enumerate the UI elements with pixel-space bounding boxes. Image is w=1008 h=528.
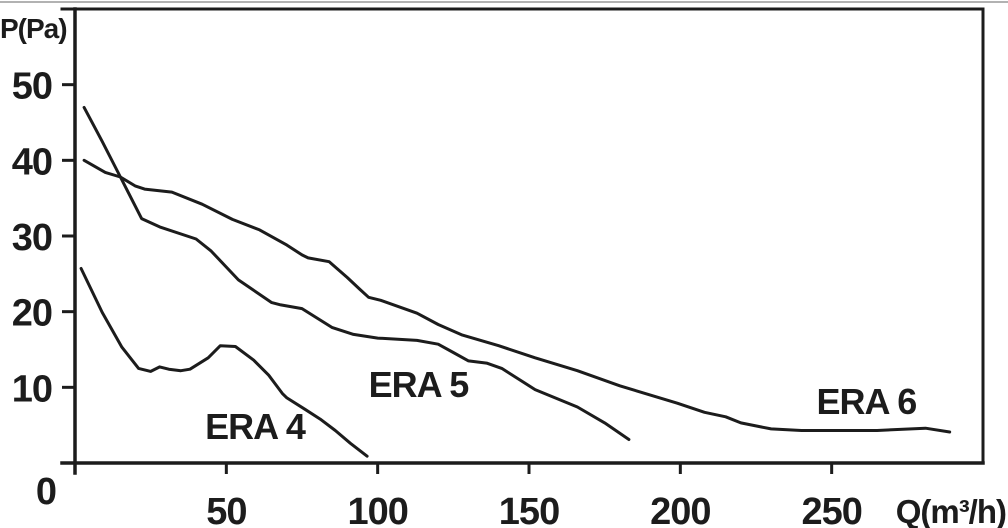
- curve-label-era-5: ERA 5: [369, 364, 470, 405]
- x-tick-label: 100: [347, 491, 407, 528]
- x-tick-label: 150: [499, 491, 559, 528]
- curve-era-4: [79, 267, 369, 458]
- x-tick-label: 250: [801, 491, 861, 528]
- curve-label-era-4: ERA 4: [205, 406, 306, 447]
- x-axis-title: Q(m³/h): [896, 493, 1006, 528]
- y-tick-label: 20: [12, 293, 52, 335]
- curve-era-5: [82, 105, 631, 441]
- y-tick-label: 40: [12, 141, 52, 183]
- y-tick-label: 10: [12, 368, 52, 410]
- x-tick-label: 200: [650, 491, 710, 528]
- x-tick-label: 50: [206, 491, 246, 528]
- y-tick-label: 50: [12, 66, 52, 108]
- curve-era-6: [82, 158, 952, 434]
- origin-label: 0: [36, 471, 56, 513]
- curve-label-era-6: ERA 6: [817, 381, 917, 422]
- y-axis-title: P(Pa): [0, 13, 67, 44]
- y-tick-label: 30: [12, 217, 52, 259]
